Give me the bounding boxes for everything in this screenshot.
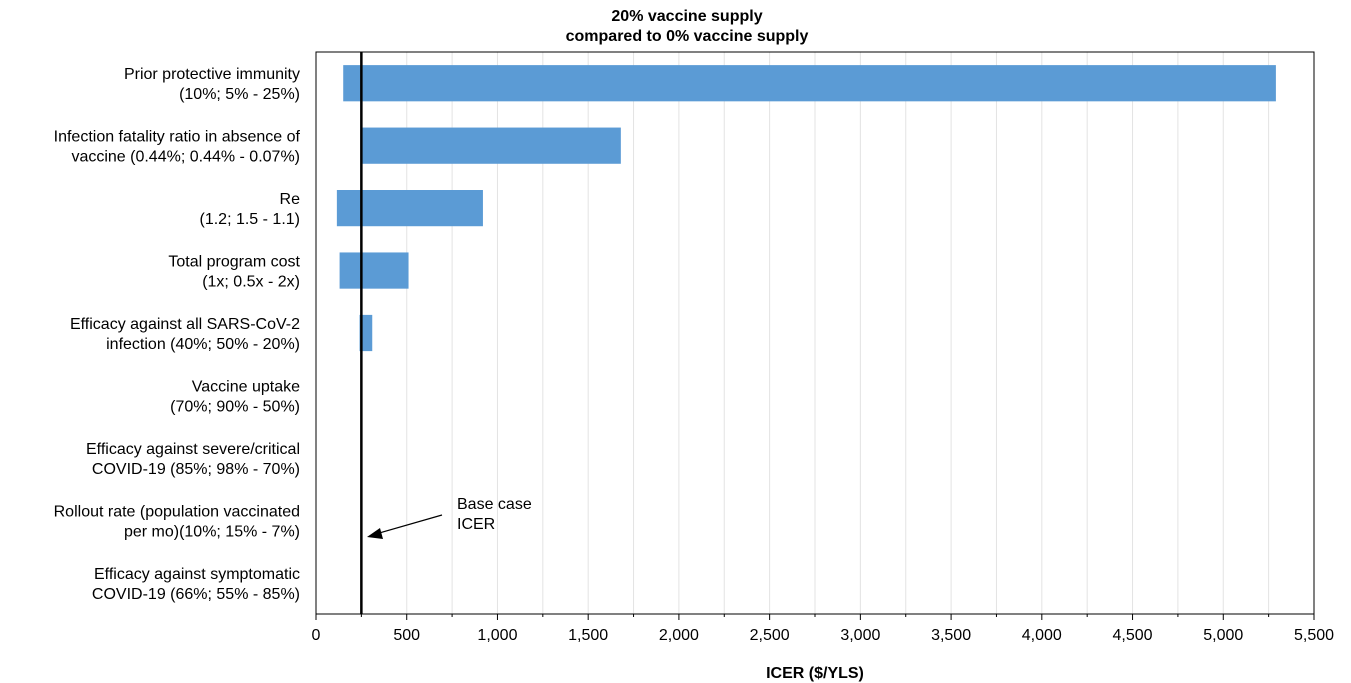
- bar-2: [336, 190, 483, 227]
- bar-0: [343, 65, 1276, 102]
- annotation-arrow: [375, 514, 443, 535]
- category-label: per mo)(10%; 15% - 7%): [124, 523, 300, 540]
- category-label: COVID-19 (85%; 98% - 70%): [92, 461, 300, 478]
- x-axis-ticks: 0 500 1,000 1,500 2,000 2,500 3,000 3,500 4,000 4…: [312, 614, 1334, 644]
- x-tick-label: 5,000: [1203, 627, 1243, 644]
- category-label: Infection fatality ratio in absence of: [54, 129, 301, 146]
- annotation-arrowhead: [367, 528, 383, 539]
- category-label: Efficacy against severe/critical: [86, 441, 300, 458]
- bars: [336, 65, 1276, 352]
- x-tick-label: 500: [393, 627, 420, 644]
- x-axis-title: ICER ($/YLS): [766, 665, 864, 682]
- category-label: Re: [280, 191, 301, 208]
- x-tick-label: 4,000: [1022, 627, 1062, 644]
- x-tick-label: 3,000: [840, 627, 880, 644]
- category-label: infection (40%; 50% - 20%): [106, 336, 300, 353]
- bar-4: [359, 314, 373, 352]
- annotation-line-1: Base case: [457, 496, 532, 513]
- category-label: (1.2; 1.5 - 1.1): [200, 211, 301, 228]
- category-label: Efficacy against symptomatic: [94, 566, 300, 583]
- x-tick-label: 5,500: [1294, 627, 1334, 644]
- x-tick-label: 2,000: [659, 627, 699, 644]
- category-labels: Prior protective immunity (10%; 5% - 25%)…: [54, 66, 301, 603]
- category-label: Vaccine uptake: [192, 378, 300, 395]
- category-label: vaccine (0.44%; 0.44% - 0.07%): [71, 149, 300, 166]
- category-label: (10%; 5% - 25%): [179, 86, 300, 103]
- category-label: Rollout rate (population vaccinated: [54, 503, 300, 520]
- x-tick-label: 1,500: [568, 627, 608, 644]
- x-tick-label: 3,500: [931, 627, 971, 644]
- category-label: (1x; 0.5x - 2x): [202, 274, 300, 291]
- category-label: Total program cost: [168, 254, 300, 271]
- category-label: Prior protective immunity: [124, 66, 300, 83]
- x-tick-label: 2,500: [750, 627, 790, 644]
- chart-title-line-1: 20% vaccine supply: [611, 8, 762, 25]
- x-tick-label: 4,500: [1113, 627, 1153, 644]
- category-label: (70%; 90% - 50%): [170, 398, 300, 415]
- annotation-line-2: ICER: [457, 516, 495, 533]
- bar-3: [339, 252, 409, 289]
- x-tick-label: 0: [312, 627, 321, 644]
- chart-title-line-2: compared to 0% vaccine supply: [566, 28, 809, 45]
- category-label: Efficacy against all SARS-CoV-2: [70, 316, 300, 333]
- bar-1: [361, 127, 621, 164]
- category-label: COVID-19 (66%; 55% - 85%): [92, 586, 300, 603]
- x-tick-label: 1,000: [477, 627, 517, 644]
